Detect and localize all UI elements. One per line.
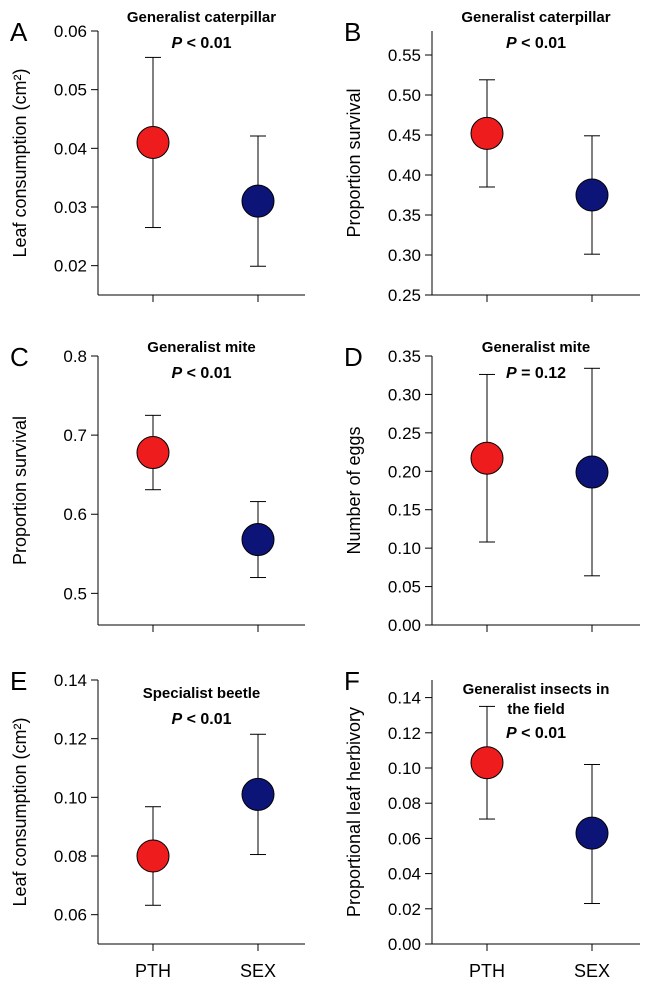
y-tick-label: 0.7 — [63, 426, 87, 445]
x-tick-label: PTH — [469, 961, 505, 981]
panel-b: B 0.25 0.30 0.35 0.40 0.45 0.50 0.55 Proportion … — [344, 9, 640, 305]
statistic-value: < 0.01 — [182, 365, 231, 382]
y-axis-label: Leaf consumption (cm²) — [10, 717, 30, 906]
y-tick-label: 0.06 — [388, 829, 421, 848]
y-tick-label: 0.05 — [388, 578, 421, 597]
y-tick-label: 0.03 — [54, 198, 87, 217]
y-tick-label: 0.15 — [388, 501, 421, 520]
panel-title-line: the field — [507, 701, 565, 718]
statistic-symbol: P — [506, 725, 517, 742]
x-tick-label: PTH — [135, 961, 171, 981]
panel-letter: D — [344, 342, 363, 372]
panel-letter: C — [10, 342, 29, 372]
panel-statistic: P < 0.01 — [171, 35, 231, 52]
y-axis-label: Leaf consumption (cm²) — [10, 68, 30, 257]
y-tick-label: 0.50 — [388, 86, 421, 105]
y-tick-label: 0.02 — [54, 257, 87, 276]
data-point-pth — [136, 436, 170, 470]
panel-letter: A — [10, 17, 28, 47]
panel-statistic: P = 0.12 — [506, 365, 566, 382]
panel-c: C 0.5 0.6 0.7 0.8 Proportion survival Generali… — [10, 339, 305, 632]
y-tick-label: 0.12 — [388, 724, 421, 743]
panel-title: Generalist mite — [147, 339, 255, 356]
data-point-sex — [241, 523, 275, 557]
y-tick-label: 0.35 — [388, 347, 421, 366]
y-axis-label: Proportion survival — [10, 416, 30, 565]
statistic-value: < 0.01 — [517, 725, 566, 742]
y-tick-label: 0.04 — [54, 139, 87, 158]
y-tick-label: 0.04 — [388, 865, 421, 884]
y-tick-label: 0.14 — [388, 689, 421, 708]
y-tick-label: 0.5 — [63, 584, 87, 603]
y-tick-label: 0.08 — [388, 794, 421, 813]
y-tick-label: 0.06 — [54, 22, 87, 41]
y-tick-label: 0.25 — [388, 286, 421, 305]
y-axis-label: Proportion survival — [344, 88, 364, 237]
y-tick-label: 0.10 — [54, 788, 87, 807]
y-tick-label: 0.40 — [388, 166, 421, 185]
x-tick-label: SEX — [240, 961, 276, 981]
y-tick-label: 0.02 — [388, 900, 421, 919]
panel-letter: F — [344, 666, 360, 696]
y-tick-label: 0.00 — [388, 935, 421, 954]
y-tick-label: 0.05 — [54, 81, 87, 100]
y-tick-label: 0.14 — [54, 671, 87, 690]
data-point-sex — [575, 816, 609, 850]
panel-title: Generalist insects in the field — [463, 681, 610, 718]
statistic-symbol: P — [506, 35, 517, 52]
statistic-value: = 0.12 — [517, 365, 566, 382]
data-point-pth — [470, 746, 504, 780]
panel-statistic: P < 0.01 — [171, 711, 231, 728]
statistic-value: < 0.01 — [182, 35, 231, 52]
statistic-symbol: P — [171, 711, 182, 728]
statistic-symbol: P — [171, 35, 182, 52]
statistic-value: < 0.01 — [517, 35, 566, 52]
y-axis-label: Number of eggs — [344, 426, 364, 554]
y-tick-label: 0.00 — [388, 616, 421, 635]
panel-statistic: P < 0.01 — [171, 365, 231, 382]
data-point-sex — [241, 777, 275, 811]
y-tick-label: 0.20 — [388, 462, 421, 481]
y-tick-label: 0.35 — [388, 206, 421, 225]
y-tick-label: 0.06 — [54, 906, 87, 925]
y-tick-label: 0.30 — [388, 246, 421, 265]
data-point-pth — [136, 839, 170, 873]
statistic-symbol: P — [171, 365, 182, 382]
x-tick-label: SEX — [574, 961, 610, 981]
y-axis-label: Proportional leaf herbivory — [344, 707, 364, 917]
y-tick-label: 0.8 — [63, 347, 87, 366]
panel-title: Generalist caterpillar — [127, 9, 276, 26]
panel-title: Specialist beetle — [143, 685, 261, 702]
data-point-pth — [136, 125, 170, 159]
y-tick-label: 0.30 — [388, 385, 421, 404]
panel-title: Generalist mite — [482, 339, 590, 356]
panel-a: A 0.02 0.03 0.04 0.05 0.06 Leaf consumption (c… — [10, 9, 305, 302]
panel-f: F 0.00 0.02 0.04 0.06 0.08 0.10 0.12 0.14 PTH SEX P… — [344, 666, 640, 981]
y-tick-label: 0.10 — [388, 759, 421, 778]
y-tick-label: 0.25 — [388, 424, 421, 443]
panel-letter: B — [344, 17, 361, 47]
statistic-value: < 0.01 — [182, 711, 231, 728]
y-tick-label: 0.10 — [388, 539, 421, 558]
data-point-sex — [575, 178, 609, 212]
data-point-sex — [575, 455, 609, 489]
statistic-symbol: P — [506, 365, 517, 382]
panel-title-line: Generalist insects in — [463, 681, 610, 698]
panel-statistic: P < 0.01 — [506, 35, 566, 52]
y-tick-label: 0.6 — [63, 505, 87, 524]
y-tick-label: 0.55 — [388, 46, 421, 65]
y-tick-label: 0.12 — [54, 730, 87, 749]
panel-d: D 0.00 0.05 0.10 0.15 0.20 0.25 0.30 0.35 Number … — [344, 339, 640, 635]
data-point-pth — [470, 116, 504, 150]
data-point-sex — [241, 184, 275, 218]
panel-letter: E — [10, 666, 27, 696]
panel-statistic: P < 0.01 — [506, 725, 566, 742]
panel-e: E 0.06 0.08 0.10 0.12 0.14 PTH SEX Leaf consumpt… — [10, 666, 305, 981]
y-tick-label: 0.45 — [388, 126, 421, 145]
y-tick-label: 0.08 — [54, 847, 87, 866]
data-point-pth — [470, 441, 504, 475]
panel-title: Generalist caterpillar — [461, 9, 610, 26]
